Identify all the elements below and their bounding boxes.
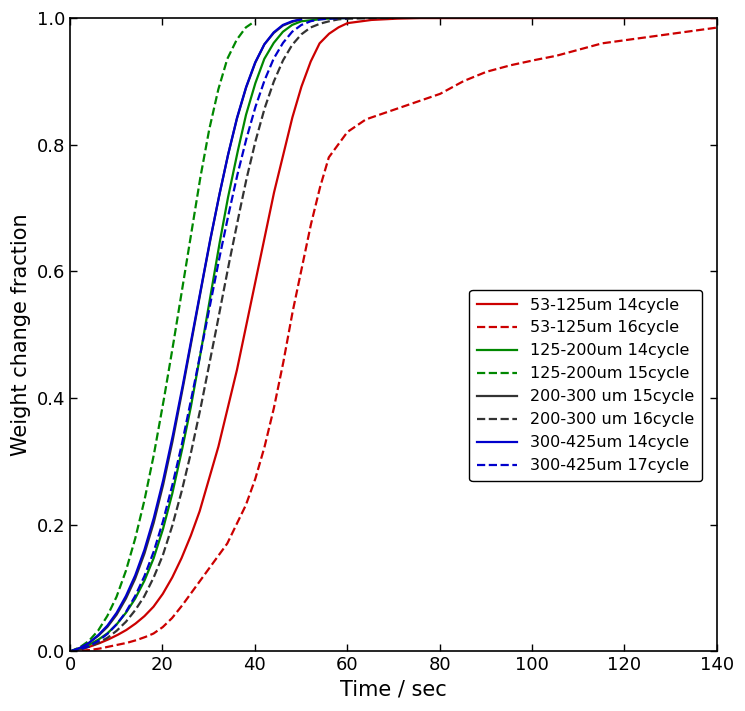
200-300 um 15cycle — [164, 455, 173, 464]
125-200um 15cycle — [247, 19, 256, 28]
Line: 300-425um 14cycle: 300-425um 14cycle — [70, 19, 301, 651]
300-425um 17cycle — [97, 634, 106, 643]
125-200um 14cycle — [114, 619, 123, 627]
Line: 53-125um 14cycle: 53-125um 14cycle — [70, 18, 717, 651]
125-200um 15cycle — [66, 647, 75, 656]
300-425um 14cycle — [292, 16, 301, 25]
125-200um 14cycle — [308, 16, 317, 24]
125-200um 15cycle — [145, 475, 153, 483]
125-200um 15cycle — [136, 511, 145, 520]
300-425um 17cycle — [114, 618, 123, 626]
300-425um 14cycle — [154, 495, 163, 503]
125-200um 15cycle — [98, 620, 107, 629]
300-425um 17cycle — [308, 16, 317, 25]
125-200um 14cycle — [343, 14, 352, 22]
53-125um 16cycle — [66, 647, 75, 656]
125-200um 14cycle — [184, 415, 193, 424]
200-300 um 16cycle — [189, 434, 198, 443]
200-300 um 16cycle — [366, 14, 375, 22]
Line: 125-200um 15cycle: 125-200um 15cycle — [70, 21, 255, 651]
300-425um 14cycle — [66, 647, 75, 656]
200-300 um 15cycle — [297, 15, 305, 23]
200-300 um 16cycle — [121, 617, 130, 626]
200-300 um 15cycle — [106, 619, 115, 628]
300-425um 14cycle — [297, 15, 305, 23]
200-300 um 15cycle — [92, 633, 101, 641]
200-300 um 16cycle — [383, 14, 392, 22]
125-200um 14cycle — [97, 633, 106, 641]
53-125um 14cycle — [700, 14, 708, 22]
X-axis label: Time / sec: Time / sec — [340, 680, 447, 700]
200-300 um 16cycle — [348, 14, 357, 23]
200-300 um 15cycle — [154, 499, 163, 508]
300-425um 14cycle — [267, 31, 276, 39]
53-125um 14cycle — [342, 19, 351, 28]
53-125um 14cycle — [712, 14, 721, 22]
Line: 300-425um 17cycle: 300-425um 17cycle — [70, 18, 347, 651]
53-125um 16cycle — [700, 25, 708, 33]
53-125um 14cycle — [66, 647, 75, 656]
Legend: 53-125um 14cycle, 53-125um 16cycle, 125-200um 14cycle, 125-200um 15cycle, 200-30: 53-125um 14cycle, 53-125um 16cycle, 125-… — [469, 289, 703, 481]
200-300 um 15cycle — [292, 16, 301, 25]
300-425um 17cycle — [172, 464, 181, 473]
53-125um 14cycle — [314, 42, 323, 50]
125-200um 15cycle — [86, 634, 95, 643]
53-125um 16cycle — [139, 634, 148, 642]
53-125um 16cycle — [342, 129, 351, 138]
300-425um 17cycle — [343, 14, 352, 22]
125-200um 14cycle — [172, 471, 181, 480]
300-425um 17cycle — [337, 14, 346, 22]
125-200um 15cycle — [250, 17, 259, 26]
200-300 um 16cycle — [66, 647, 75, 656]
53-125um 16cycle — [314, 191, 323, 199]
300-425um 14cycle — [106, 618, 115, 626]
Line: 200-300 um 15cycle: 200-300 um 15cycle — [70, 19, 301, 651]
200-300 um 16cycle — [389, 14, 398, 22]
53-125um 14cycle — [139, 612, 148, 621]
53-125um 16cycle — [630, 35, 639, 43]
125-200um 14cycle — [337, 14, 346, 23]
300-425um 14cycle — [164, 451, 173, 459]
Line: 53-125um 16cycle: 53-125um 16cycle — [70, 28, 717, 651]
200-300 um 15cycle — [267, 31, 276, 40]
Line: 200-300 um 16cycle: 200-300 um 16cycle — [70, 18, 393, 651]
200-300 um 15cycle — [66, 647, 75, 656]
Line: 125-200um 14cycle: 125-200um 14cycle — [70, 18, 347, 651]
300-425um 17cycle — [184, 409, 193, 417]
300-425um 17cycle — [334, 14, 343, 22]
200-300 um 16cycle — [103, 634, 112, 643]
53-125um 16cycle — [178, 601, 187, 609]
53-125um 14cycle — [412, 14, 421, 22]
300-425um 17cycle — [66, 647, 75, 656]
125-200um 15cycle — [226, 46, 235, 55]
125-200um 14cycle — [66, 647, 75, 656]
Y-axis label: Weight change fraction: Weight change fraction — [11, 213, 31, 456]
200-300 um 16cycle — [203, 366, 212, 375]
53-125um 16cycle — [712, 23, 721, 32]
53-125um 14cycle — [630, 14, 639, 22]
53-125um 14cycle — [178, 552, 187, 561]
300-425um 14cycle — [92, 633, 101, 641]
